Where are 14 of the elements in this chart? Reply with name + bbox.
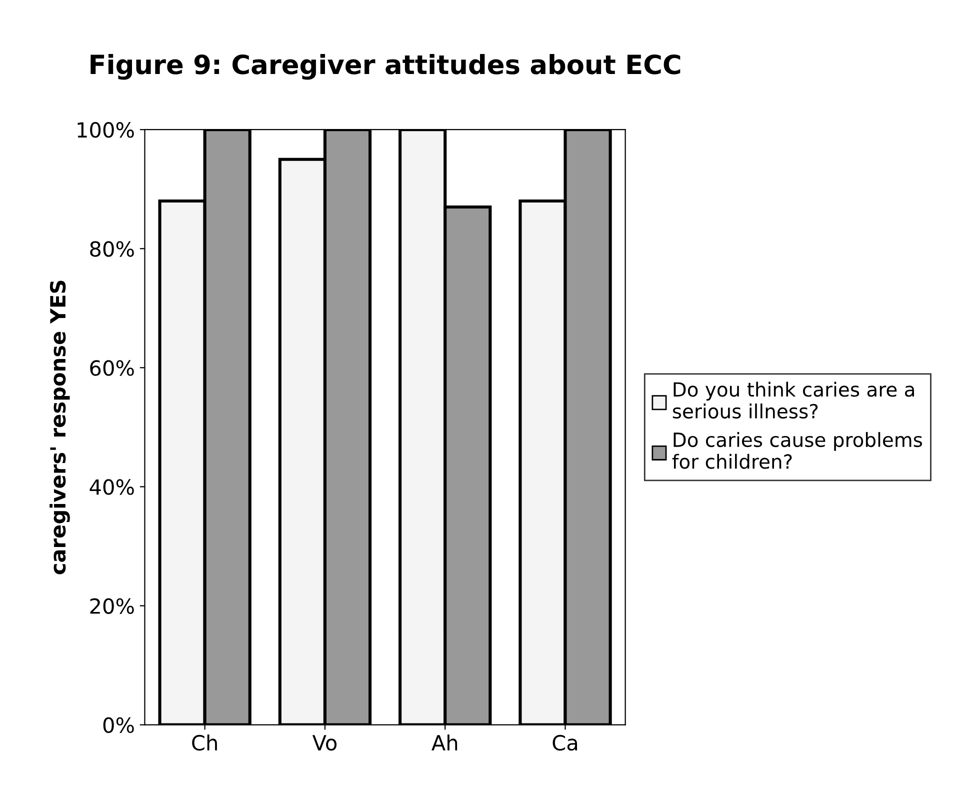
chart-title: Figure 9: Caregiver attitudes about ECC bbox=[90, 54, 680, 80]
y-axis-title: caregivers' response YES bbox=[50, 280, 70, 574]
x-tick-label: Ah bbox=[432, 734, 458, 750]
x-tick-label: Ch bbox=[192, 734, 217, 751]
legend-label: Do caries cause problems for children? bbox=[672, 432, 922, 469]
y-tick-label: 20% bbox=[90, 598, 134, 614]
x-tick-label: Ca bbox=[552, 734, 578, 751]
y-tick-label: 0% bbox=[103, 717, 134, 734]
y-tick-label: 60% bbox=[90, 360, 134, 376]
y-tick-label: 40% bbox=[90, 479, 134, 495]
y-tick-label: 80% bbox=[90, 241, 134, 257]
legend-label: Do you think caries are a serious illness? bbox=[672, 382, 914, 419]
x-tick-label: Vo bbox=[312, 735, 337, 751]
y-tick-label: 100% bbox=[78, 122, 134, 138]
